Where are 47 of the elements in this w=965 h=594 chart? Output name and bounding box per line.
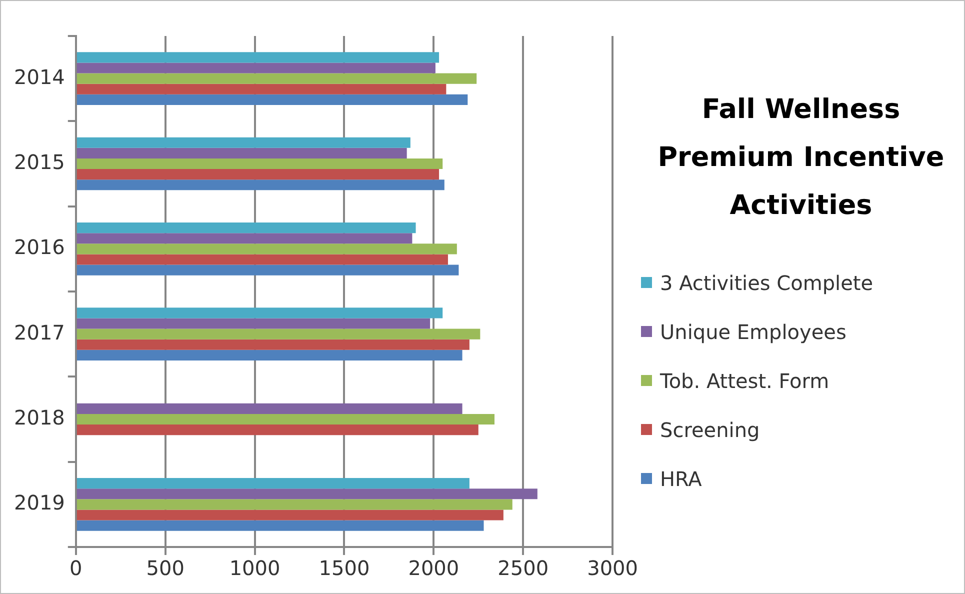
x-tick-label: 0 [70,556,82,580]
bar [76,403,462,414]
x-tick-label: 1500 [318,556,370,580]
y-tick-label: 2017 [14,320,65,344]
x-tick-label: 2000 [408,556,460,580]
bar [76,318,430,329]
bar [76,84,446,94]
bar [76,137,410,148]
bar [76,478,470,489]
bar [76,328,480,340]
bar [76,62,436,74]
bar [76,73,477,84]
bar [76,222,416,234]
bar [76,488,538,500]
bar [76,244,457,254]
y-tick-label: 2015 [14,150,65,174]
legend-label: HRA [660,466,702,490]
y-tick-label: 2019 [14,490,65,515]
x-tick-label: 2500 [498,556,549,580]
bar [76,254,448,265]
bar [76,499,512,510]
x-tick-label: 1000 [229,556,280,580]
bar [76,148,407,158]
bar [76,169,440,180]
legend-label: Screening [660,418,760,442]
bar [76,180,444,190]
legend-label: 3 Activities Complete [660,270,874,294]
bar [76,424,478,436]
bar [76,414,494,425]
bar [76,308,443,318]
bar [76,510,504,520]
bar [76,158,443,170]
bar [76,264,459,276]
text: Fall Wellness Premium Incentive Activities [656,93,946,223]
y-tick-label: 2014 [14,64,65,89]
x-tick-label: 3000 [587,556,638,580]
bar [76,94,468,105]
bar [76,339,470,350]
bar [76,350,462,360]
legend-label: Unique Employees [660,320,846,344]
bar [76,233,412,244]
x-tick-label: 500 [146,556,184,580]
legend-label: Tob. Attest. Form [660,368,830,392]
y-tick-label: 2016 [14,235,65,260]
y-tick-label: 2018 [14,405,65,430]
bar [76,52,440,63]
bar [76,520,484,531]
